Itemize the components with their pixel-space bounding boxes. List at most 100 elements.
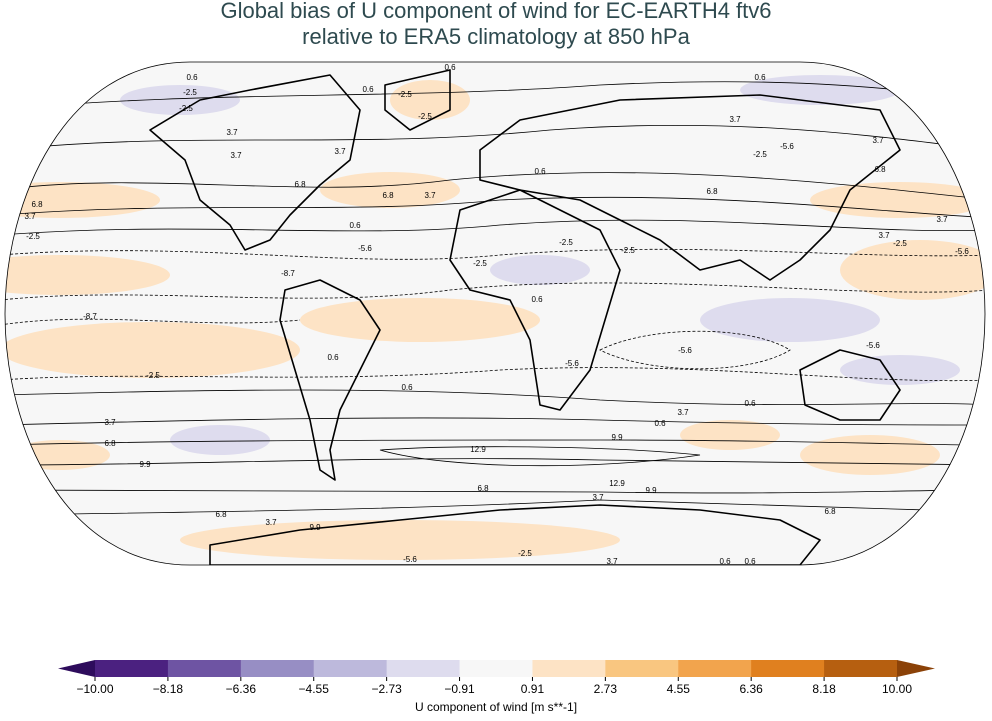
colorbar-box — [678, 660, 752, 677]
contour-label: 9.9 — [645, 486, 657, 495]
colorbar-box — [751, 660, 825, 677]
contour-label: 3.7 — [606, 557, 618, 566]
contour-label: 0.6 — [654, 419, 666, 428]
colorbar-label: U component of wind [m s**-1] — [415, 700, 577, 714]
contour-label: 0.6 — [186, 73, 198, 82]
contour-label: 12.9 — [609, 479, 625, 488]
title-line: Global bias of U component of wind for E… — [220, 0, 771, 23]
contour-label: 3.7 — [424, 191, 436, 200]
colorbar-box — [95, 660, 169, 677]
colorbar-tick-label: 10.00 — [882, 682, 912, 696]
colorbar-box — [459, 660, 533, 677]
contour-label: 3.7 — [936, 215, 948, 224]
colorbar-box — [605, 660, 679, 677]
contour-label: 3.7 — [230, 151, 242, 160]
contour-label: -5.6 — [866, 341, 880, 350]
contour-label: -5.6 — [678, 346, 692, 355]
contour-label: -2.5 — [559, 238, 573, 247]
contour-label: 0.6 — [362, 85, 374, 94]
contour-label: 0.6 — [744, 399, 756, 408]
contour-label: -5.6 — [955, 247, 969, 256]
contour-label: 3.7 — [878, 231, 890, 240]
contour-label: 6.8 — [477, 484, 489, 493]
colorbar-box — [167, 660, 242, 677]
contour-label: 3.7 — [677, 408, 689, 417]
contour-label: -2.5 — [893, 239, 907, 248]
contour-label: 0.6 — [754, 73, 766, 82]
colorbar-tick-label: 6.36 — [740, 682, 764, 696]
contours — [5, 81, 985, 516]
contour-label: 9.9 — [611, 433, 623, 442]
contour-label: 0.6 — [531, 295, 543, 304]
colorbar-under — [58, 660, 95, 677]
contour-label: -5.6 — [565, 359, 579, 368]
colorbar-tick-label: 4.55 — [667, 682, 691, 696]
contour-label: -2.5 — [621, 246, 635, 255]
colorbar-tick-label: −4.55 — [299, 682, 330, 696]
contour-label: 0.6 — [744, 557, 756, 566]
contour-label: -8.7 — [281, 269, 295, 278]
contour-label: 6.8 — [31, 200, 43, 209]
contour-label: 3.7 — [226, 128, 238, 137]
contour-label: 6.8 — [824, 507, 836, 516]
contour-labels: 0.6 -2.5 -2.5 0.6 -2.5 -2.5 0.6 3.7 3.7 3.7 6.8 6.8… — [16, 63, 969, 566]
contour-label: 3.7 — [24, 212, 36, 221]
colorbar-tick-label: −2.73 — [371, 682, 402, 696]
contour-label: 6.8 — [104, 439, 116, 448]
contour-label: 0.6 — [719, 557, 731, 566]
colorbar-tick-label: 0.91 — [521, 682, 545, 696]
contour-label: -5.6 — [780, 142, 794, 151]
colorbar-tick-label: −6.36 — [226, 682, 257, 696]
contour-label: 6.8 — [294, 180, 306, 189]
colorbar-tick-label: −10.00 — [76, 682, 113, 696]
colorbar: −10.00 −8.18 −6.36 −4.55 −2.73 −0.91 0.91 2.73 4… — [58, 660, 935, 696]
contour-label: -2.5 — [518, 549, 532, 558]
contour-label: -2.5 — [473, 259, 487, 268]
contour-label: 3.7 — [592, 493, 604, 502]
contour-label: -2.5 — [398, 90, 412, 99]
contour-label: 6.8 — [706, 187, 718, 196]
contour-label: 9.9 — [139, 460, 151, 469]
contour-label: 3.7 — [104, 418, 116, 427]
bias-shading — [5, 75, 985, 560]
colorbar-box — [532, 660, 606, 677]
contour-label: -2.5 — [26, 232, 40, 241]
contour-label: 9.9 — [16, 184, 28, 193]
contour-label: -2.5 — [418, 112, 432, 121]
contour-label: -2.5 — [753, 150, 767, 159]
contour-label: -2.5 — [183, 88, 197, 97]
contour-label: 0.6 — [534, 167, 546, 176]
contour-label: 6.8 — [382, 191, 394, 200]
colorbar-tick-label: −8.18 — [153, 682, 184, 696]
coastlines — [149, 69, 901, 565]
contour-label: -2.5 — [146, 371, 160, 380]
colorbar-tick-label: −0.91 — [444, 682, 475, 696]
contour-label: 6.8 — [215, 510, 227, 519]
contour-label: 6.8 — [874, 165, 886, 174]
map-frame — [4, 61, 986, 566]
colorbar-tick-label: 2.73 — [594, 682, 618, 696]
contour-label: 3.7 — [872, 136, 884, 145]
contour-label: 3.7 — [265, 518, 277, 527]
title-line: relative to ERA5 climatology at 850 hPa — [302, 24, 690, 49]
contour-label: -2.5 — [179, 104, 193, 113]
contour-label: 0.6 — [401, 383, 413, 392]
contour-label: 0.6 — [327, 353, 339, 362]
colorbar-box — [386, 660, 461, 677]
contour-label: -5.6 — [358, 244, 372, 253]
contour-label: 3.7 — [334, 147, 346, 156]
contour-label: 12.9 — [470, 445, 486, 454]
colorbar-box — [313, 660, 388, 677]
contour-label: -8.7 — [83, 312, 97, 321]
contour-label: 3.7 — [729, 115, 741, 124]
colorbar-box — [240, 660, 315, 677]
contour-label: -5.6 — [403, 555, 417, 564]
contour-label: 0.6 — [444, 63, 456, 72]
colorbar-over — [897, 660, 935, 677]
colorbar-tick-label: 8.18 — [812, 682, 836, 696]
colorbar-box — [824, 660, 898, 677]
map: 0.6 -2.5 -2.5 0.6 -2.5 -2.5 0.6 3.7 3.7 3.7 6.8 6.8… — [5, 62, 985, 566]
contour-label: 9.9 — [309, 523, 321, 532]
